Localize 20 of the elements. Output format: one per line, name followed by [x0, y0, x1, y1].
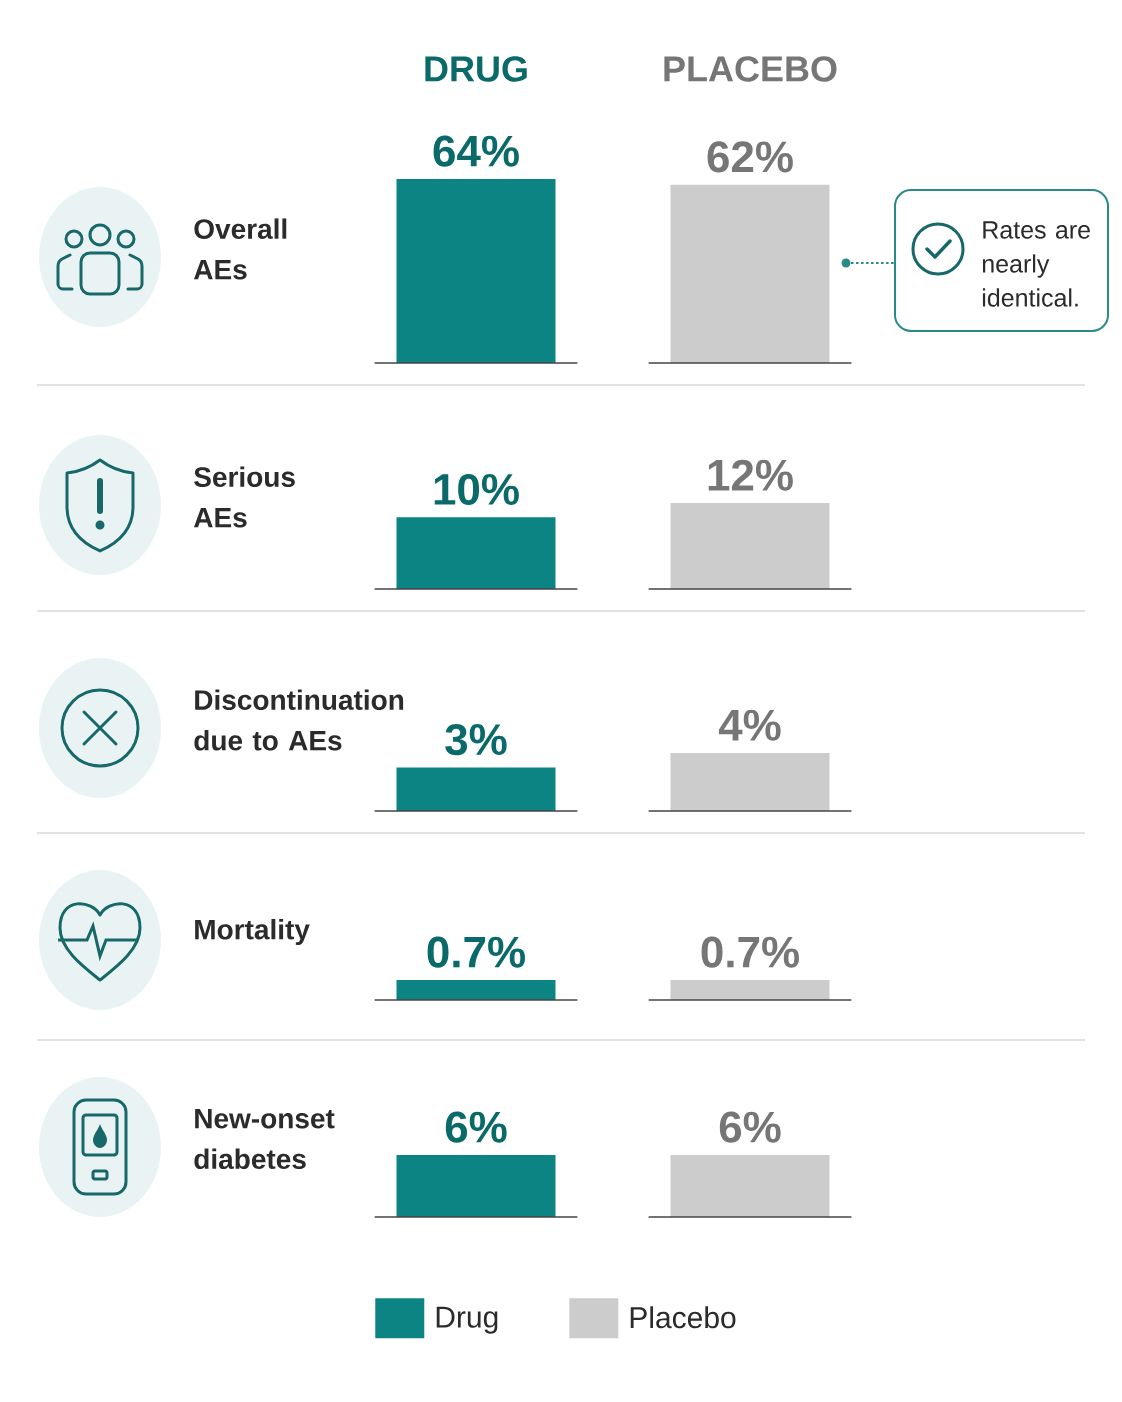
data-label: 4% — [718, 709, 781, 741]
data-label: 62% — [707, 141, 793, 173]
chart-title: Mortality — [195, 918, 310, 946]
chart-title: Discontinuation due to AEs — [194, 689, 404, 751]
data-label: 6% — [445, 1111, 507, 1143]
data-label: 12% — [708, 459, 793, 491]
legend-label: Drug — [436, 1306, 498, 1334]
text: Overall AEs — [193, 218, 287, 280]
data-label: 6% — [719, 1111, 781, 1143]
data-label: 10% — [434, 473, 519, 506]
data-label: 3% — [445, 724, 507, 756]
chart-title: New-onset diabetes — [194, 1108, 335, 1170]
x-tick-label: PLACEBO — [664, 56, 837, 82]
x-tick-label: DRUG — [425, 56, 527, 82]
data-label: 0.7% — [701, 936, 799, 968]
chart-title: Serious AEs — [193, 466, 295, 528]
data-label: 0.7% — [427, 936, 525, 968]
legend-label: Placebo — [630, 1306, 736, 1329]
text: Rates are nearly identical. — [982, 221, 1090, 307]
data-label: 64% — [433, 135, 519, 167]
